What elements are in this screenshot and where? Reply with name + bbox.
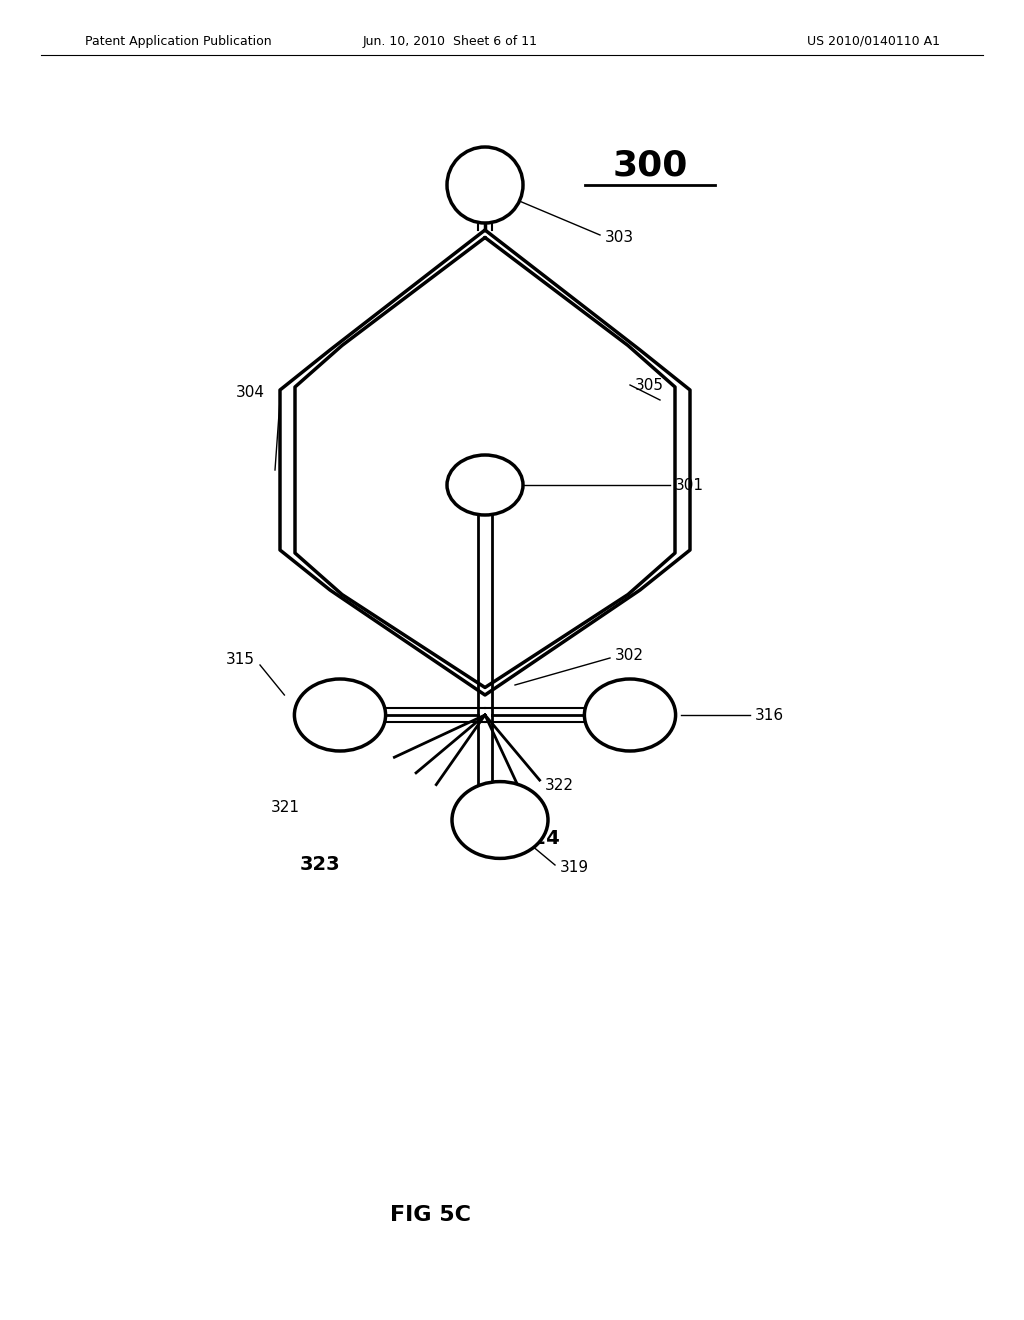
Text: 324: 324 — [520, 829, 561, 847]
Text: 316: 316 — [755, 708, 784, 722]
Ellipse shape — [447, 455, 523, 515]
Text: Patent Application Publication: Patent Application Publication — [85, 36, 271, 48]
Text: US 2010/0140110 A1: US 2010/0140110 A1 — [807, 36, 940, 48]
Text: 301: 301 — [675, 478, 705, 492]
Text: Jun. 10, 2010  Sheet 6 of 11: Jun. 10, 2010 Sheet 6 of 11 — [362, 36, 538, 48]
Text: 305: 305 — [635, 378, 664, 392]
Text: 322: 322 — [545, 777, 574, 792]
Text: 323: 323 — [300, 855, 340, 874]
Text: 302: 302 — [615, 648, 644, 663]
Ellipse shape — [585, 678, 676, 751]
Text: 319: 319 — [560, 861, 589, 875]
Text: 321: 321 — [271, 800, 300, 816]
Text: 300: 300 — [612, 148, 688, 182]
Ellipse shape — [452, 781, 548, 858]
Text: 304: 304 — [236, 384, 265, 400]
Ellipse shape — [295, 678, 386, 751]
Text: 315: 315 — [226, 652, 255, 668]
Text: 303: 303 — [605, 231, 634, 246]
Circle shape — [447, 147, 523, 223]
Text: FIG 5C: FIG 5C — [389, 1205, 470, 1225]
